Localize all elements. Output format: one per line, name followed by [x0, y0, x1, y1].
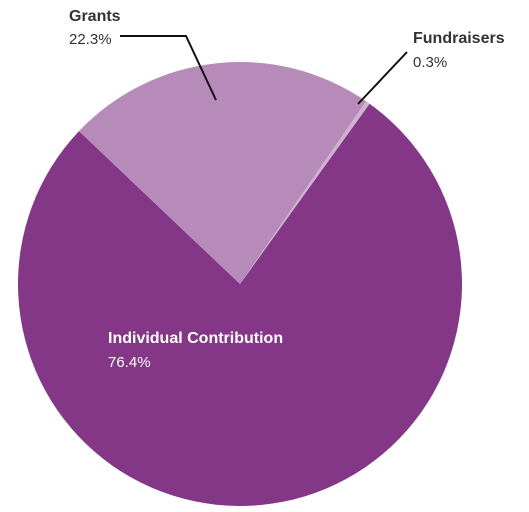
slice-labels: Grants 22.3% Fundraisers 0.3% Individual… [69, 8, 505, 371]
leader-line-fundraisers [357, 51, 408, 105]
slice-label-individual-contribution: Individual Contribution [108, 330, 283, 347]
pie-slices [18, 61, 463, 507]
leader-line-grants [120, 35, 217, 101]
slice-value-individual-contribution: 76.4% [108, 354, 151, 371]
slice-label-fundraisers: Fundraisers [413, 30, 505, 47]
pie-slice-fundraisers [240, 101, 370, 284]
slice-value-grants: 22.3% [69, 31, 112, 48]
leader-lines [120, 35, 408, 105]
pie-slice-grants [79, 61, 367, 284]
pie-slice-individual-contribution [18, 103, 463, 507]
slice-label-grants: Grants [69, 8, 121, 25]
slice-value-fundraisers: 0.3% [413, 54, 447, 71]
